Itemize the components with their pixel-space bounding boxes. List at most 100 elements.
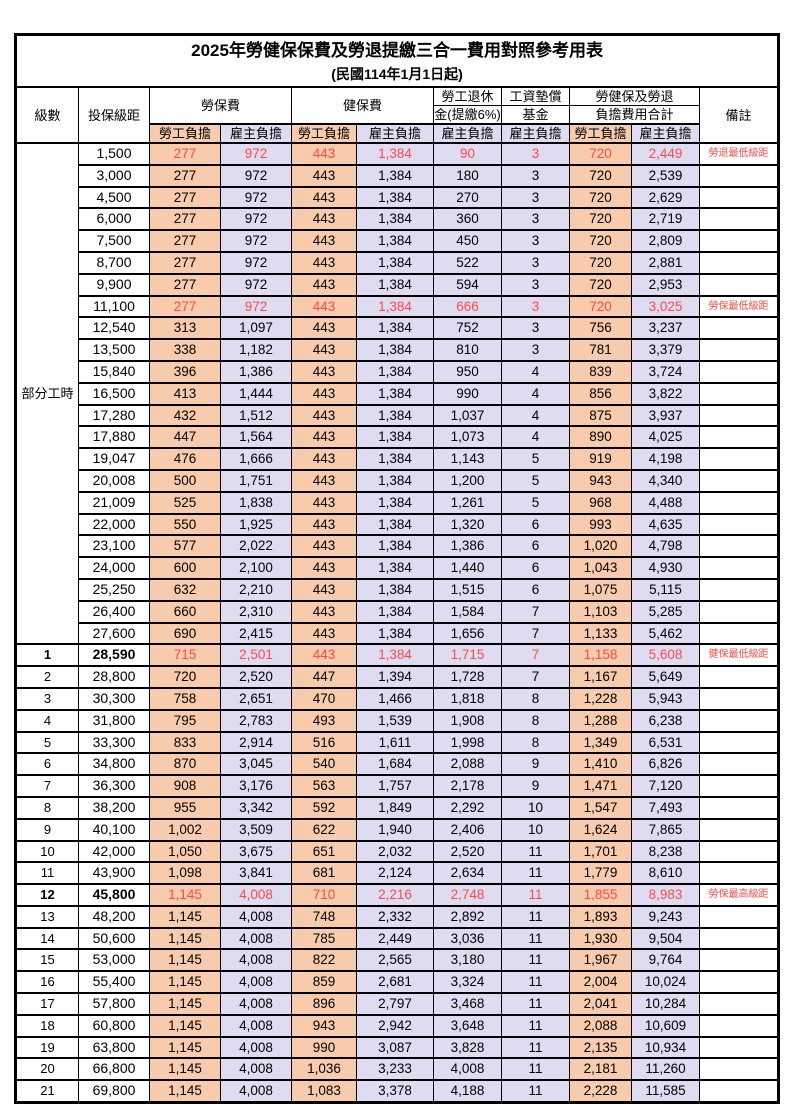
note-cell (698, 556, 780, 580)
note-cell: 健保最低級距 (698, 643, 780, 668)
wage-fund-employer-cell: 10 (501, 817, 570, 842)
note-cell (698, 1079, 780, 1104)
labor-employee-cell: 1,145 (149, 926, 221, 951)
labor-employer-cell: 2,783 (220, 708, 292, 733)
bracket-cell: 30,300 (78, 686, 150, 711)
health-employer-cell: 1,611 (356, 730, 434, 755)
health-employer-cell: 1,384 (356, 468, 434, 493)
header-wage-fund-employer-share: 雇主負擔 (501, 123, 570, 144)
level-cell: 9 (15, 817, 79, 842)
total-employer-cell: 2,629 (631, 185, 700, 210)
total-employer-cell: 10,934 (631, 1035, 700, 1060)
pension-employer-cell: 1,440 (433, 556, 502, 580)
labor-employee-cell: 1,098 (149, 861, 221, 886)
wage-fund-employer-cell: 7 (501, 665, 570, 689)
wage-fund-employer-cell: 11 (501, 1013, 570, 1038)
health-employer-cell: 1,384 (356, 381, 434, 406)
total-employer-cell: 9,764 (631, 948, 700, 973)
wage-fund-employer-cell: 6 (501, 556, 570, 580)
bracket-cell: 63,800 (78, 1035, 150, 1060)
note-cell (698, 926, 780, 951)
labor-employee-cell: 432 (149, 403, 221, 428)
health-employee-cell: 443 (291, 643, 357, 668)
header-wage-fund-line2: 基金 (501, 105, 570, 125)
pension-employer-cell: 2,088 (433, 752, 502, 777)
total-employer-cell: 4,930 (631, 556, 700, 580)
wage-fund-employer-cell: 3 (501, 142, 570, 166)
wage-fund-employer-cell: 10 (501, 795, 570, 820)
total-employee-cell: 1,547 (569, 795, 632, 820)
note-cell (698, 403, 780, 428)
pension-employer-cell: 752 (433, 316, 502, 341)
wage-fund-employer-cell: 11 (501, 926, 570, 951)
health-employer-cell: 1,384 (356, 163, 434, 188)
table-row: 1 28,590 715 2,501 443 1,384 1,715 7 1,158 5,608 健… (15, 643, 780, 668)
level-cell: 1 (15, 643, 79, 668)
level-cell: 12 (15, 883, 79, 907)
total-employee-cell: 1,288 (569, 708, 632, 733)
health-employer-cell: 1,384 (356, 403, 434, 428)
health-employee-cell: 1,036 (291, 1057, 357, 1082)
labor-employer-cell: 3,342 (220, 795, 292, 820)
wage-fund-employer-cell: 3 (501, 316, 570, 341)
wage-fund-employer-cell: 4 (501, 425, 570, 450)
table-row: 12,540 313 1,097 443 1,384 752 3 756 3,237 (16, 316, 780, 341)
pension-employer-cell: 1,908 (433, 708, 502, 733)
labor-employee-cell: 720 (149, 665, 221, 689)
bracket-cell: 66,800 (78, 1057, 150, 1082)
health-employee-cell: 443 (291, 359, 357, 384)
labor-employee-cell: 833 (149, 730, 221, 755)
pension-employer-cell: 1,998 (433, 730, 502, 755)
pension-employer-cell: 990 (433, 381, 502, 406)
health-employer-cell: 1,684 (356, 752, 434, 777)
total-employee-cell: 1,701 (569, 839, 632, 864)
note-cell (698, 795, 780, 820)
health-employee-cell: 443 (291, 490, 357, 515)
note-cell (698, 774, 780, 798)
health-employee-cell: 443 (291, 250, 357, 275)
bracket-cell: 40,100 (78, 817, 150, 842)
level-cell: 5 (15, 730, 79, 755)
health-employee-cell: 443 (291, 468, 357, 493)
health-employee-cell: 896 (291, 992, 357, 1016)
labor-employer-cell: 1,097 (220, 316, 292, 341)
health-employer-cell: 1,384 (356, 556, 434, 580)
health-employer-cell: 2,124 (356, 861, 434, 886)
health-employer-cell: 1,394 (356, 665, 434, 689)
pension-employer-cell: 1,386 (433, 534, 502, 559)
labor-employee-cell: 1,145 (149, 1079, 221, 1104)
total-employee-cell: 1,020 (569, 534, 632, 559)
table-row: 6,000 277 972 443 1,384 360 3 720 2,719 (16, 207, 780, 232)
health-employer-cell: 2,681 (356, 970, 434, 995)
header-pension-line2: 金(提繳6%) (433, 105, 502, 125)
health-employer-cell: 1,384 (356, 229, 434, 253)
health-employee-cell: 470 (291, 686, 357, 711)
bracket-cell: 6,000 (78, 207, 150, 232)
labor-employer-cell: 3,509 (220, 817, 292, 842)
bracket-cell: 38,200 (78, 795, 150, 820)
health-employee-cell: 710 (291, 883, 357, 907)
pension-employer-cell: 2,178 (433, 774, 502, 798)
pension-employer-cell: 810 (433, 338, 502, 362)
total-employer-cell: 9,504 (631, 926, 700, 951)
health-employee-cell: 447 (291, 665, 357, 689)
table-row: 23,100 577 2,022 443 1,384 1,386 6 1,020 4,798 (16, 534, 780, 559)
total-employer-cell: 11,260 (631, 1057, 700, 1082)
header-total-line1: 勞健保及勞退 (569, 86, 700, 106)
health-employee-cell: 443 (291, 229, 357, 253)
health-employer-cell: 2,449 (356, 926, 434, 951)
labor-employer-cell: 1,838 (220, 490, 292, 515)
total-employer-cell: 2,539 (631, 163, 700, 188)
table-row: 25,250 632 2,210 443 1,384 1,515 6 1,075 5,115 (16, 577, 780, 602)
bracket-cell: 9,900 (78, 272, 150, 297)
health-employer-cell: 1,384 (356, 447, 434, 471)
header-row-3: 勞工負擔 雇主負擔 勞工負擔 雇主負擔 雇主負擔 雇主負擔 勞工負擔 雇主負擔 (16, 123, 779, 144)
labor-employee-cell: 277 (149, 272, 221, 297)
pension-employer-cell: 3,036 (433, 926, 502, 951)
wage-fund-employer-cell: 6 (501, 512, 570, 537)
health-employer-cell: 3,378 (356, 1079, 434, 1104)
table-row: 6 34,800 870 3,045 540 1,684 2,088 9 1,410 6,826 (15, 752, 780, 777)
health-employee-cell: 748 (291, 904, 357, 929)
labor-employee-cell: 908 (149, 774, 221, 798)
table-row: 部分工時 1,500 277 972 443 1,384 90 3 720 2,449 勞退最低級距 (15, 141, 780, 646)
